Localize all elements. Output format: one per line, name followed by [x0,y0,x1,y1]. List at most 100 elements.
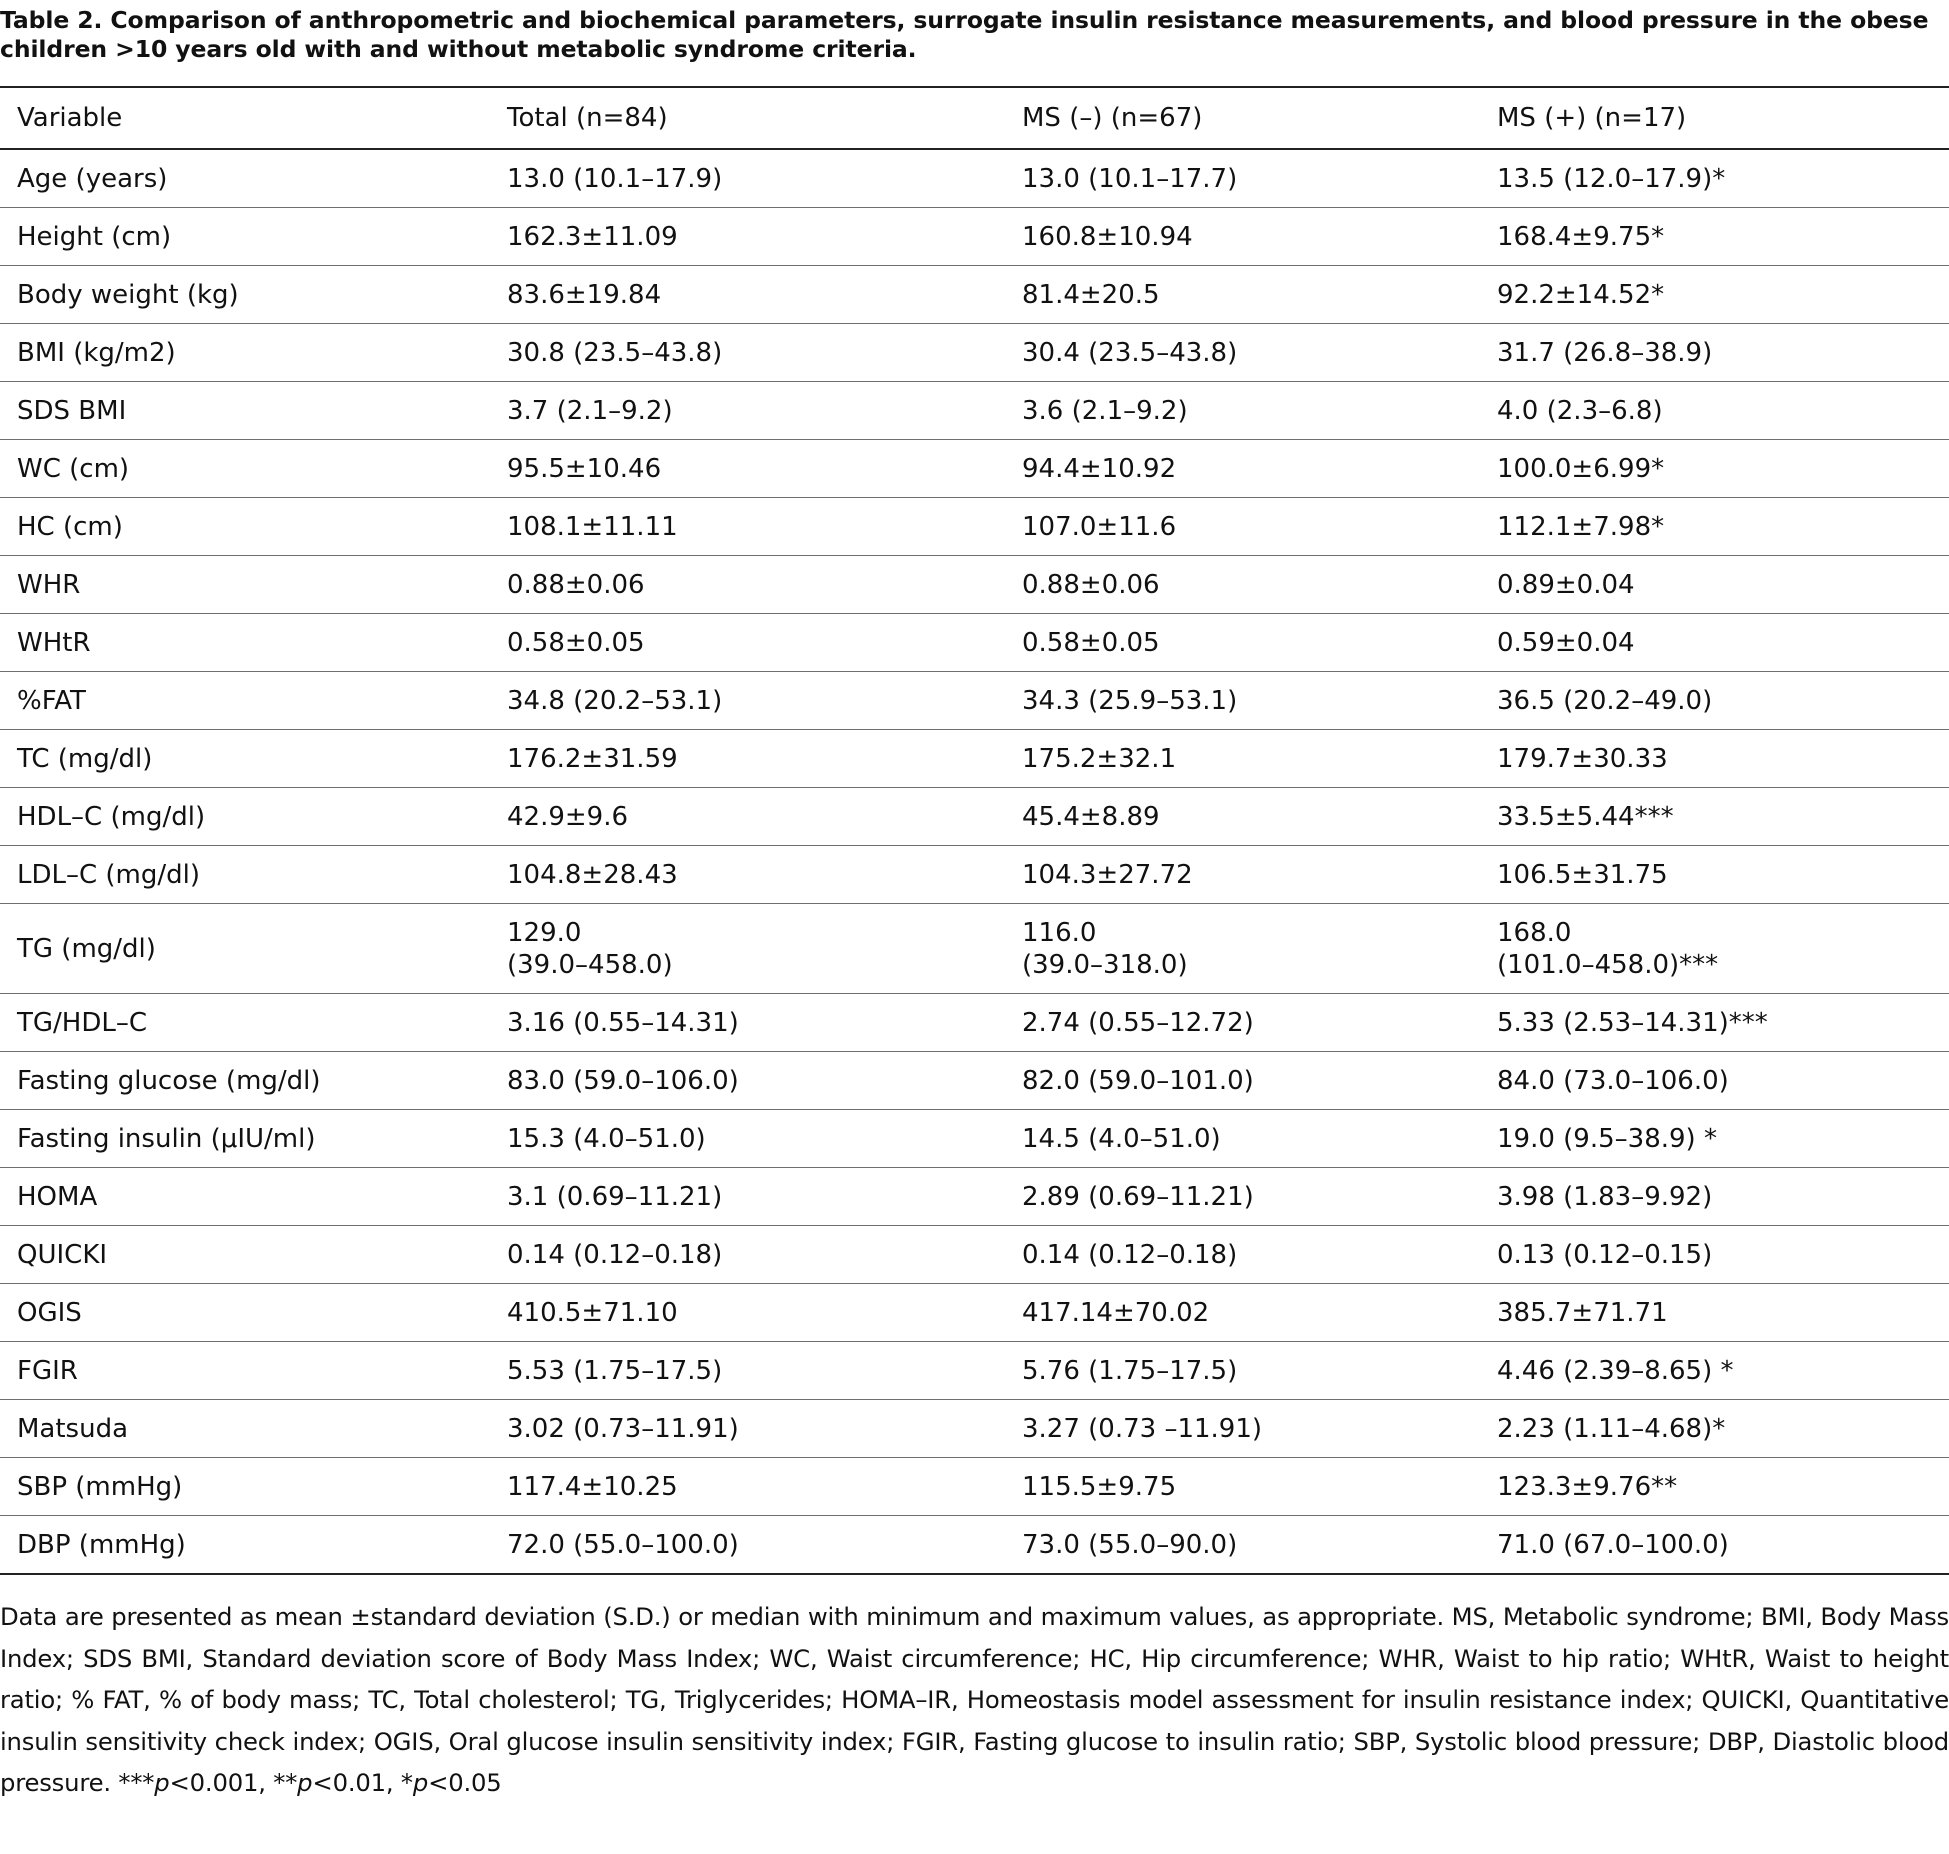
header-ms-positive: MS (+) (n=17) [1497,103,1687,133]
cell-ms-positive: 179.7±30.33 [1480,729,1949,788]
cell-line: 168.0 [1497,917,1572,948]
cell-ms-positive: 4.46 (2.39–8.65) * [1480,1341,1949,1400]
table-row: BMI (kg/m2) 30.8 (23.5–43.8) 30.4 (23.5–43… [0,323,1949,382]
cell-total: 13.0 (10.1–17.9) [490,149,1005,208]
footnote-sig3-p: p [412,1768,429,1797]
cell-line: 116.0 [1022,917,1097,948]
cell-total: 162.3±11.09 [490,207,1005,266]
table-row: HDL–C (mg/dl) 42.9±9.6 45.4±8.89 33.5±5.44*… [0,787,1949,846]
cell-ms-negative: 34.3 (25.9–53.1) [1005,671,1480,730]
cell-variable: WHtR [0,613,490,672]
cell-line: 129.0 [507,917,582,948]
cell-variable: FGIR [0,1341,490,1400]
cell-ms-positive: 36.5 (20.2–49.0) [1480,671,1949,730]
cell-variable: Fasting glucose (mg/dl) [0,1051,490,1110]
cell-total: 83.0 (59.0–106.0) [490,1051,1005,1110]
cell-total: 72.0 (55.0–100.0) [490,1515,1005,1575]
cell-variable: BMI (kg/m2) [0,323,490,382]
cell-ms-negative: 3.27 (0.73 –11.91) [1005,1399,1480,1458]
table-row: WHR 0.88±0.06 0.88±0.06 0.89±0.04 [0,555,1949,614]
cell-ms-positive: 168.4±9.75* [1480,207,1949,266]
table-caption: Table 2. Comparison of anthropometric an… [0,6,1929,63]
table-row: SDS BMI 3.7 (2.1–9.2) 3.6 (2.1–9.2) 4.0 (2.… [0,381,1949,440]
cell-ms-positive: 13.5 (12.0–17.9)* [1480,149,1949,208]
table-row: FGIR 5.53 (1.75–17.5) 5.76 (1.75–17.5) 4.46… [0,1341,1949,1400]
cell-total: 0.58±0.05 [490,613,1005,672]
cell-total: 5.53 (1.75–17.5) [490,1341,1005,1400]
table-row: DBP (mmHg) 72.0 (55.0–100.0) 73.0 (55.0–90… [0,1515,1949,1575]
cell-variable: Matsuda [0,1399,490,1458]
footnote-sig2-rest: <0.01, [312,1768,401,1797]
cell-total: 129.0 (39.0–458.0) [490,903,1005,994]
table-row: Fasting glucose (mg/dl) 83.0 (59.0–106.0)… [0,1051,1949,1110]
cell-ms-negative: 115.5±9.75 [1005,1457,1480,1516]
header-variable: Variable [17,103,123,133]
cell-total: 410.5±71.10 [490,1283,1005,1342]
cell-ms-negative: 160.8±10.94 [1005,207,1480,266]
cell-total: 42.9±9.6 [490,787,1005,846]
table-body: Age (years) 13.0 (10.1–17.9) 13.0 (10.1–17… [0,149,1949,1575]
cell-line: (101.0–458.0)*** [1497,949,1719,980]
cell-variable: Fasting insulin (μIU/ml) [0,1109,490,1168]
footnote-sig1-stars: *** [118,1768,155,1797]
cell-variable: %FAT [0,671,490,730]
cell-variable: SBP (mmHg) [0,1457,490,1516]
cell-total: 3.7 (2.1–9.2) [490,381,1005,440]
footnote-sig1-p: p [154,1768,170,1797]
cell-variable: LDL–C (mg/dl) [0,845,490,904]
cell-total: 104.8±28.43 [490,845,1005,904]
table-row: Age (years) 13.0 (10.1–17.9) 13.0 (10.1–17… [0,149,1949,208]
cell-variable: HC (cm) [0,497,490,556]
cell-total: 15.3 (4.0–51.0) [490,1109,1005,1168]
cell-ms-positive: 84.0 (73.0–106.0) [1480,1051,1949,1110]
footnote-sig2-stars: ** [273,1768,298,1797]
cell-ms-negative: 30.4 (23.5–43.8) [1005,323,1480,382]
cell-total: 176.2±31.59 [490,729,1005,788]
cell-total: 0.14 (0.12–0.18) [490,1225,1005,1284]
cell-total: 3.1 (0.69–11.21) [490,1167,1005,1226]
cell-total: 117.4±10.25 [490,1457,1005,1516]
cell-ms-positive: 31.7 (26.8–38.9) [1480,323,1949,382]
header-total: Total (n=84) [507,103,668,133]
cell-ms-positive: 0.89±0.04 [1480,555,1949,614]
cell-ms-positive: 3.98 (1.83–9.92) [1480,1167,1949,1226]
table-footnote: Data are presented as mean ±standard dev… [0,1596,1949,1804]
cell-total: 30.8 (23.5–43.8) [490,323,1005,382]
cell-variable: DBP (mmHg) [0,1515,490,1575]
table-row: TG (mg/dl) 129.0 (39.0–458.0) 116.0 (39.0–31… [0,903,1949,994]
cell-ms-negative: 73.0 (55.0–90.0) [1005,1515,1480,1575]
cell-variable: WC (cm) [0,439,490,498]
cell-ms-negative: 0.58±0.05 [1005,613,1480,672]
cell-variable: Body weight (kg) [0,265,490,324]
cell-ms-negative: 2.89 (0.69–11.21) [1005,1167,1480,1226]
footnote-sig3-stars: * [400,1768,413,1797]
cell-ms-negative: 82.0 (59.0–101.0) [1005,1051,1480,1110]
footnote-sig3-rest: <0.05 [428,1768,502,1797]
data-table: Variable Total (n=84) MS (–) (n=67) MS (… [0,86,1949,1575]
cell-ms-positive: 0.59±0.04 [1480,613,1949,672]
table-header: Variable Total (n=84) MS (–) (n=67) MS (… [0,87,1949,149]
cell-ms-positive: 71.0 (67.0–100.0) [1480,1515,1949,1575]
cell-ms-negative: 0.88±0.06 [1005,555,1480,614]
footnote-text: Data are presented as mean ±standard dev… [0,1602,1949,1797]
cell-ms-positive: 92.2±14.52* [1480,265,1949,324]
cell-variable: TG (mg/dl) [0,903,490,994]
cell-total: 0.88±0.06 [490,555,1005,614]
cell-ms-positive: 4.0 (2.3–6.8) [1480,381,1949,440]
table-row: QUICKI 0.14 (0.12–0.18) 0.14 (0.12–0.18) 0.… [0,1225,1949,1284]
cell-ms-positive: 106.5±31.75 [1480,845,1949,904]
cell-ms-negative: 2.74 (0.55–12.72) [1005,993,1480,1052]
table-row: Fasting insulin (μIU/ml) 15.3 (4.0–51.0) 1… [0,1109,1949,1168]
table-row: Matsuda 3.02 (0.73–11.91) 3.27 (0.73 –11.9… [0,1399,1949,1458]
table-container: Variable Total (n=84) MS (–) (n=67) MS (… [0,86,1949,1575]
cell-variable: HOMA [0,1167,490,1226]
cell-line: (39.0–318.0) [1022,949,1188,980]
table-row: WC (cm) 95.5±10.46 94.4±10.92 100.0±6.99* [0,439,1949,498]
cell-total: 83.6±19.84 [490,265,1005,324]
cell-ms-positive: 0.13 (0.12–0.15) [1480,1225,1949,1284]
cell-ms-negative: 14.5 (4.0–51.0) [1005,1109,1480,1168]
table-row: Body weight (kg) 83.6±19.84 81.4±20.5 92.2±… [0,265,1949,324]
cell-ms-negative: 3.6 (2.1–9.2) [1005,381,1480,440]
cell-total: 3.02 (0.73–11.91) [490,1399,1005,1458]
